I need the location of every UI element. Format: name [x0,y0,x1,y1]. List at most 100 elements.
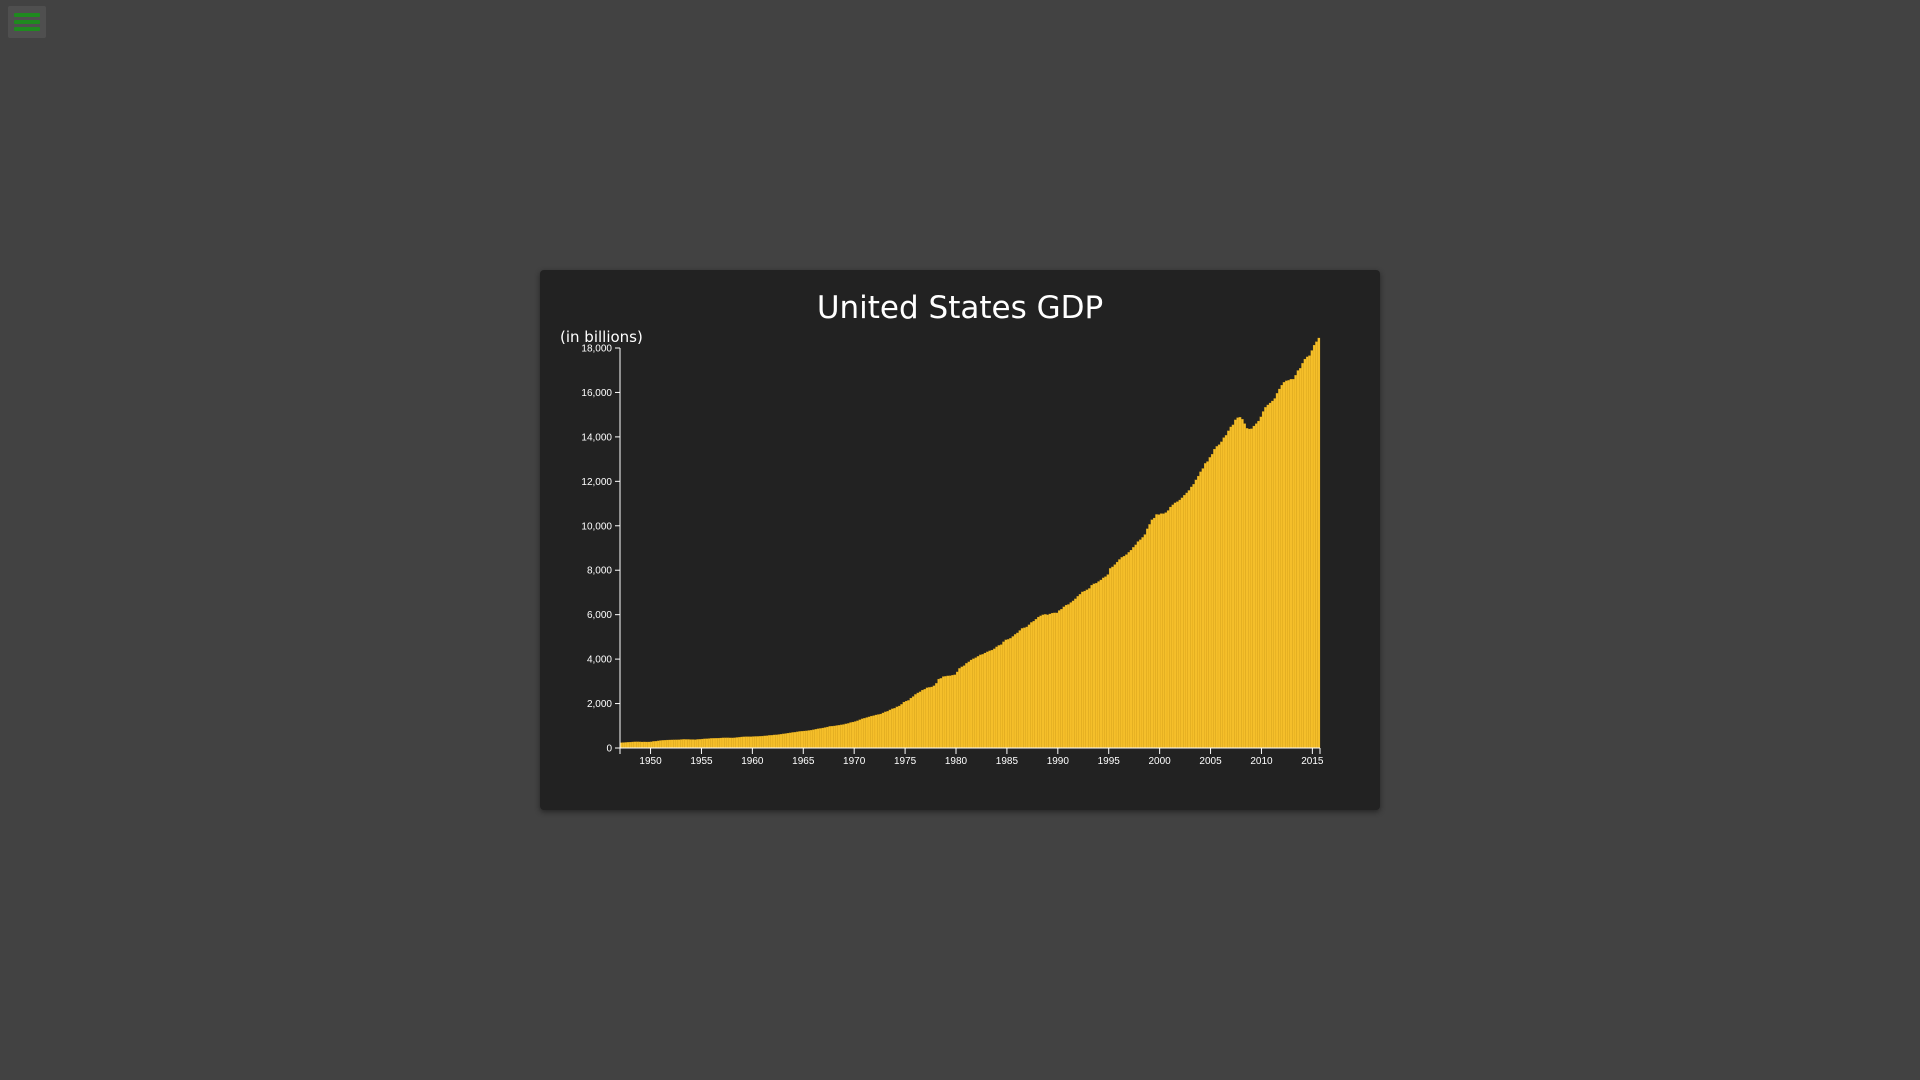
gdp-bar[interactable] [1236,417,1239,749]
gdp-bar[interactable] [726,737,730,749]
gdp-bar[interactable] [703,738,706,749]
gdp-bar[interactable] [1113,564,1117,749]
gdp-bar[interactable] [988,650,991,749]
gdp-bar[interactable] [895,706,899,749]
gdp-bar[interactable] [1187,490,1191,749]
gdp-bar[interactable] [670,739,674,749]
gdp-bar[interactable] [791,732,794,749]
gdp-bar[interactable] [816,728,820,749]
gdp-bar[interactable] [1004,639,1008,749]
gdp-bar[interactable] [918,691,922,749]
gdp-bar[interactable] [1027,624,1031,749]
gdp-bar[interactable] [1173,502,1177,749]
gdp-bar[interactable] [1009,638,1012,749]
gdp-bar[interactable] [1176,501,1179,749]
gdp-bar[interactable] [1273,398,1277,749]
gdp-bar[interactable] [1287,380,1290,749]
gdp-bar[interactable] [1217,444,1221,749]
gdp-bar[interactable] [888,709,892,749]
gdp-bar[interactable] [900,704,903,749]
gdp-bar[interactable] [1044,614,1047,749]
gdp-bar[interactable] [1222,437,1226,749]
gdp-bar[interactable] [1013,634,1017,749]
gdp-bar[interactable] [944,676,947,749]
gdp-bar[interactable] [937,678,940,749]
gdp-bar[interactable] [1254,423,1258,749]
gdp-bar[interactable] [849,722,852,749]
gdp-bar[interactable] [1034,619,1038,749]
gdp-bar[interactable] [1206,461,1209,749]
gdp-bar[interactable] [972,658,975,749]
gdp-bar[interactable] [740,736,743,749]
gdp-bar[interactable] [858,719,862,749]
gdp-bar[interactable] [1285,380,1288,749]
gdp-bar[interactable] [939,678,943,749]
gdp-bar[interactable] [1148,524,1151,749]
gdp-bar[interactable] [893,708,896,749]
gdp-bar[interactable] [914,694,917,749]
gdp-bar[interactable] [1252,425,1256,749]
gdp-bar[interactable] [1210,454,1214,749]
gdp-bar[interactable] [738,737,741,749]
gdp-bar[interactable] [1120,557,1124,749]
gdp-bar[interactable] [770,735,774,749]
gdp-bar[interactable] [643,741,646,749]
gdp-bar[interactable] [1108,568,1112,749]
gdp-bar[interactable] [1178,499,1182,749]
gdp-bar[interactable] [935,683,938,749]
gdp-bar[interactable] [969,659,973,749]
gdp-bar[interactable] [997,645,1001,749]
gdp-bar[interactable] [1248,428,1251,749]
gdp-bar[interactable] [814,729,818,749]
gdp-bar[interactable] [652,741,655,749]
gdp-bar[interactable] [1127,552,1131,749]
gdp-bar[interactable] [886,711,889,749]
gdp-bar[interactable] [891,708,894,749]
gdp-bar[interactable] [1204,463,1207,749]
gdp-bar[interactable] [960,666,964,749]
gdp-bar[interactable] [1229,426,1233,749]
gdp-bar[interactable] [710,738,713,749]
gdp-bar[interactable] [1064,604,1068,749]
gdp-bar[interactable] [1129,549,1133,749]
gdp-bar[interactable] [1111,566,1114,749]
gdp-bar[interactable] [624,742,628,749]
gdp-bar[interactable] [1134,544,1137,749]
gdp-bar[interactable] [1305,356,1309,749]
gdp-bar[interactable] [1153,517,1156,749]
gdp-bar[interactable] [1106,574,1110,749]
gdp-bar[interactable] [955,671,959,749]
gdp-bar[interactable] [707,738,711,749]
gdp-bar[interactable] [1234,419,1237,749]
gdp-bar[interactable] [840,724,843,749]
gdp-bar[interactable] [622,742,625,749]
hamburger-menu-button[interactable] [8,6,46,38]
gdp-bar[interactable] [928,687,931,749]
gdp-bar[interactable] [1215,446,1219,749]
gdp-bar[interactable] [735,737,739,749]
gdp-bar[interactable] [932,685,936,749]
gdp-bar[interactable] [884,711,887,749]
gdp-bar[interactable] [1083,590,1087,749]
gdp-bar[interactable] [638,741,641,749]
gdp-bar[interactable] [995,646,998,749]
gdp-bar[interactable] [677,739,681,749]
gdp-bar[interactable] [1208,457,1212,749]
gdp-bar[interactable] [1102,577,1105,749]
gdp-bar[interactable] [724,737,727,749]
gdp-bar[interactable] [631,741,635,749]
gdp-bar[interactable] [870,715,873,749]
gdp-bar[interactable] [1037,616,1040,749]
gdp-bar[interactable] [879,713,883,749]
gdp-bar[interactable] [881,712,885,749]
gdp-bar[interactable] [728,737,732,749]
gdp-bar[interactable] [765,735,769,749]
gdp-bar[interactable] [1067,604,1070,749]
gdp-bar[interactable] [874,714,878,749]
gdp-bar[interactable] [782,733,785,749]
gdp-bar[interactable] [854,721,857,749]
gdp-bar[interactable] [650,741,653,749]
gdp-bar[interactable] [856,720,859,749]
gdp-bar[interactable] [979,654,982,749]
gdp-bar[interactable] [902,701,906,749]
